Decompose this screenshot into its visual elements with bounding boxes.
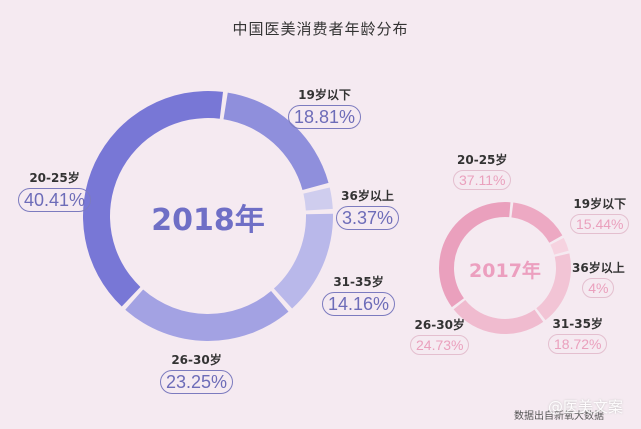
donut-segment: [125, 289, 289, 342]
donut-2018-center-label: 2018年: [151, 203, 265, 238]
donut-segment: [536, 253, 571, 321]
label-2017-26-30: 26-30岁 24.73%: [410, 316, 470, 355]
donut-2018: [83, 91, 333, 342]
donut-segment: [273, 213, 333, 309]
data-source-note: 数据出自新氧大数据: [514, 411, 604, 422]
donut-segment: [439, 201, 511, 308]
label-2018-26-30: 26-30岁 23.25%: [160, 351, 234, 394]
donut-segment: [511, 202, 563, 243]
donut-segment: [550, 237, 569, 255]
label-2017-31-35: 31-35岁 18.72%: [548, 315, 608, 354]
watermark: @医美文案: [548, 398, 624, 416]
donut-2017-center-label: 2017年: [469, 260, 541, 282]
label-2018-over36: 36岁以上 3.37%: [336, 187, 400, 230]
chart-title: 中国医美消费者年龄分布: [232, 20, 409, 38]
donut-segment: [223, 92, 329, 191]
donut-segment: [83, 91, 224, 307]
label-2018-under19: 19岁以下 18.81%: [288, 86, 362, 129]
label-2017-over36: 36岁以上 4%: [572, 261, 625, 298]
label-2018-20-25: 20-25岁 40.41%: [18, 169, 92, 212]
label-2017-under19: 19岁以下 15.44%: [570, 195, 630, 234]
donut-segment: [453, 299, 544, 334]
donut-segment: [303, 187, 333, 211]
donut-2017: [439, 201, 571, 334]
label-2018-31-35: 31-35岁 14.16%: [322, 273, 396, 316]
label-2017-20-25: 20-25岁 37.11%: [453, 151, 512, 190]
